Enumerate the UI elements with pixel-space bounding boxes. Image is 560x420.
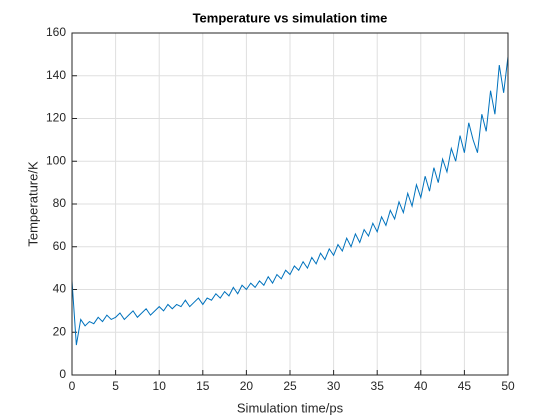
x-tick-label: 10: [153, 379, 167, 393]
x-tick-label: 50: [501, 379, 515, 393]
x-tick-label: 30: [327, 379, 341, 393]
y-tick-label: 20: [53, 324, 67, 338]
y-tick-label: 160: [46, 25, 66, 39]
x-tick-label: 35: [371, 379, 385, 393]
y-axis-label: Temperature/K: [25, 161, 40, 247]
x-tick-label: 45: [458, 379, 472, 393]
x-tick-label: 40: [414, 379, 428, 393]
y-tick-label: 40: [53, 282, 67, 296]
plot-frame: [71, 32, 509, 376]
x-tick-label: 20: [240, 379, 254, 393]
chart-title: Temperature vs simulation time: [193, 10, 388, 25]
y-tick-label: 100: [46, 153, 66, 167]
y-tick-label: 120: [46, 111, 66, 125]
y-tick-label: 140: [46, 68, 66, 82]
y-tick-label: 0: [59, 367, 66, 381]
y-tick-label: 80: [53, 196, 67, 210]
data-line: [71, 56, 509, 346]
x-axis-label: Simulation time/ps: [237, 400, 344, 415]
x-tick-label: 15: [196, 379, 210, 393]
x-tick-label: 25: [283, 379, 297, 393]
y-tick-label: 60: [53, 239, 67, 253]
x-tick-label: 0: [69, 379, 76, 393]
x-tick-label: 5: [112, 379, 119, 393]
